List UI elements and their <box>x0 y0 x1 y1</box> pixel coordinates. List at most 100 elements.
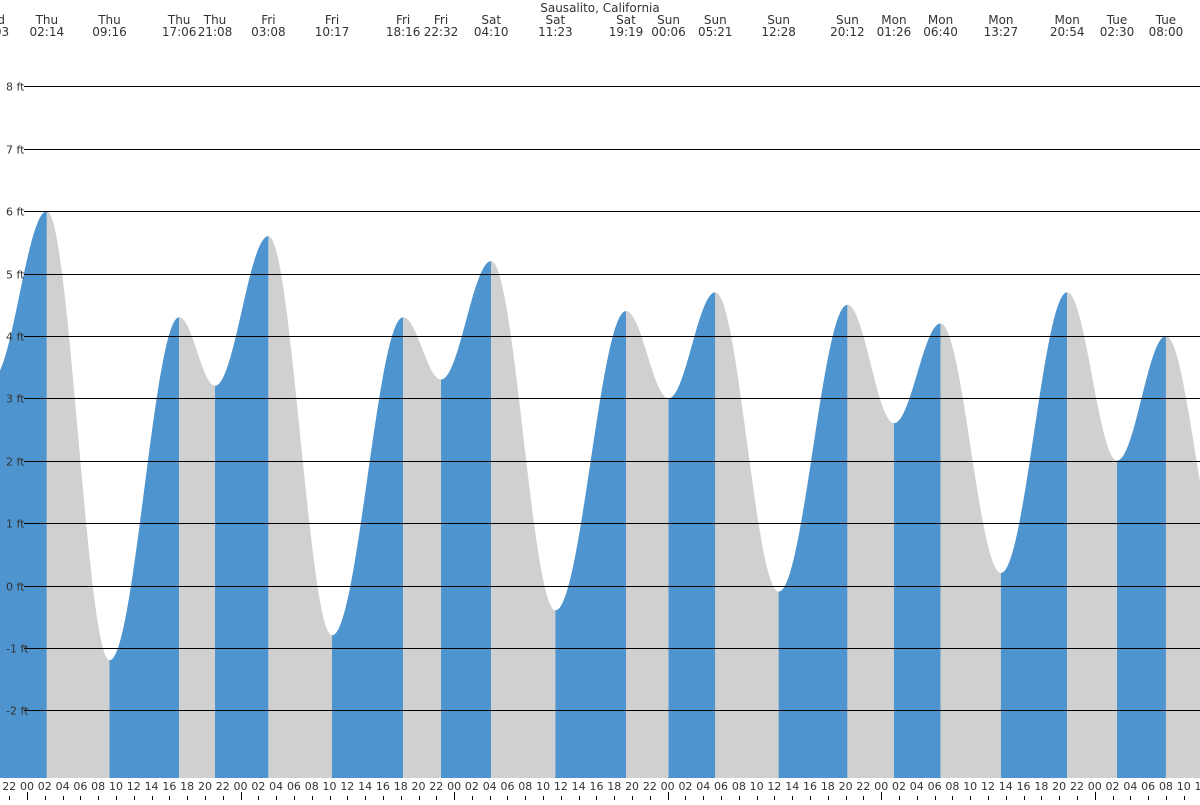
hour-tick-label: 14 <box>358 780 372 793</box>
hour-tick-label: 00 <box>874 780 888 793</box>
hour-tick-label: 20 <box>839 780 853 793</box>
tide-event-day: Tue <box>1106 13 1128 27</box>
tide-event-day: Sun <box>657 13 680 27</box>
hour-tick-label: 20 <box>1052 780 1066 793</box>
hour-tick-label: 02 <box>251 780 265 793</box>
tide-event-time: 20:12 <box>830 25 865 39</box>
hour-tick-label: 16 <box>376 780 390 793</box>
tide-event-time: 18:16 <box>386 25 421 39</box>
tide-event-day: Mon <box>1055 13 1080 27</box>
tide-event-time: 08:00 <box>1149 25 1184 39</box>
hour-tick-label: 02 <box>892 780 906 793</box>
hour-tick-label: 08 <box>91 780 105 793</box>
hour-tick-label: 12 <box>127 780 141 793</box>
hour-tick-label: 08 <box>732 780 746 793</box>
rising-tide-segment <box>0 211 47 778</box>
hour-tick-label: 08 <box>305 780 319 793</box>
y-tick-label: 8 ft <box>6 81 25 94</box>
hour-tick-label: 16 <box>589 780 603 793</box>
hour-tick-label: 22 <box>429 780 443 793</box>
hour-tick-label: 10 <box>536 780 550 793</box>
falling-tide-segment <box>268 236 333 778</box>
falling-tide-segment <box>46 211 110 779</box>
tide-event-time: 13:27 <box>984 25 1019 39</box>
hour-axis: 2022000204060810121416182022000204060810… <box>2 780 1200 800</box>
hour-tick-label: 06 <box>714 780 728 793</box>
y-tick-label: 6 ft <box>6 206 25 219</box>
tide-event-day: Fri <box>261 13 275 27</box>
rising-tide-segment <box>555 310 627 778</box>
hour-tick-label: 20 <box>198 780 212 793</box>
rising-tide-segment <box>441 261 492 778</box>
tide-event-time: 12:28 <box>761 25 796 39</box>
tide-event-day: Tue <box>1155 13 1177 27</box>
tide-event-time: 11:23 <box>538 25 573 39</box>
hour-tick-label: 04 <box>910 780 924 793</box>
hour-tick-label: 14 <box>145 780 159 793</box>
tide-event-day: Thu <box>203 13 227 27</box>
rising-tide-segment <box>332 317 404 778</box>
hour-tick-label: 00 <box>20 780 34 793</box>
tide-event-day: Sat <box>546 13 566 27</box>
tide-event-time: 21:08 <box>198 25 233 39</box>
hour-tick-label: 00 <box>447 780 461 793</box>
tide-event-time: 09:16 <box>92 25 127 39</box>
hour-tick-label: 18 <box>1034 780 1048 793</box>
tide-event-time: 00:06 <box>651 25 686 39</box>
rising-tide-segment <box>893 323 941 778</box>
hour-tick-label: 04 <box>269 780 283 793</box>
hour-tick-label: 10 <box>963 780 977 793</box>
tide-event-day: Thu <box>97 13 121 27</box>
hour-tick-label: 18 <box>821 780 835 793</box>
rising-tide-segment <box>1117 335 1166 778</box>
hour-tick-label: 16 <box>803 780 817 793</box>
rising-tide-segment <box>109 317 180 778</box>
falling-tide-segment <box>1067 292 1117 778</box>
tide-event-time: 17:06 <box>162 25 197 39</box>
y-tick-label: 2 ft <box>6 456 25 469</box>
rising-tide-segment <box>778 304 848 778</box>
hour-tick-label: 08 <box>945 780 959 793</box>
hour-tick-label: 02 <box>678 780 692 793</box>
y-tick-label: -1 ft <box>6 643 29 656</box>
tide-event-time: 10:17 <box>315 25 350 39</box>
hour-tick-label: 10 <box>323 780 337 793</box>
hour-tick-label: 22 <box>216 780 230 793</box>
chart-title: Sausalito, California <box>540 1 660 15</box>
hour-tick-label: 14 <box>999 780 1013 793</box>
tide-event-time: 02:30 <box>1100 25 1135 39</box>
hour-tick-label: 06 <box>73 780 87 793</box>
tide-event-day: Sun <box>767 13 790 27</box>
hour-tick-label: 02 <box>465 780 479 793</box>
hour-tick-label: 06 <box>500 780 514 793</box>
y-tick-label: 0 ft <box>6 581 25 594</box>
hour-tick-label: 10 <box>750 780 764 793</box>
hour-tick-label: 06 <box>287 780 301 793</box>
tide-event-day: Mon <box>881 13 906 27</box>
hour-tick-label: 16 <box>1017 780 1031 793</box>
tide-event-day: Sat <box>616 13 636 27</box>
falling-tide-segment <box>626 310 669 778</box>
hour-tick-label: 04 <box>483 780 497 793</box>
hour-tick-label: 22 <box>1070 780 1084 793</box>
tide-event-time: 06:40 <box>923 25 958 39</box>
tide-event-day: Fri <box>396 13 410 27</box>
hour-tick-label: 18 <box>607 780 621 793</box>
tide-event-time: 02:14 <box>30 25 65 39</box>
hour-tick-label: 00 <box>1088 780 1102 793</box>
hour-tick-label: 02 <box>1106 780 1120 793</box>
hour-tick-label: 12 <box>340 780 354 793</box>
hour-tick-label: 04 <box>696 780 710 793</box>
hour-tick-label: 12 <box>554 780 568 793</box>
